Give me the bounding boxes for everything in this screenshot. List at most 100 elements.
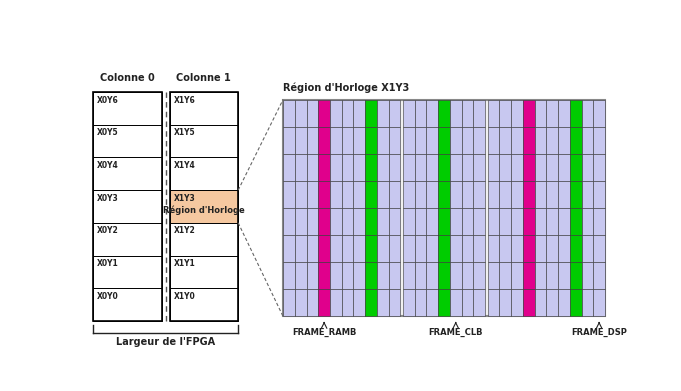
Bar	[546, 289, 558, 316]
Bar	[473, 127, 485, 154]
Bar	[558, 127, 570, 154]
Bar	[570, 127, 582, 154]
Bar	[403, 181, 415, 208]
Bar	[570, 100, 582, 127]
Bar	[438, 100, 450, 127]
Bar	[426, 154, 438, 181]
Bar	[283, 208, 295, 235]
Bar	[403, 262, 415, 289]
Bar	[582, 289, 593, 316]
Bar	[283, 100, 295, 127]
Bar	[570, 208, 582, 235]
Bar	[593, 154, 605, 181]
Bar	[523, 181, 535, 208]
Bar	[462, 235, 473, 262]
Bar	[365, 208, 377, 235]
Text: X1Y3: X1Y3	[174, 194, 195, 203]
Bar	[93, 223, 161, 256]
Bar	[426, 235, 438, 262]
Bar	[450, 181, 462, 208]
Bar	[377, 289, 389, 316]
Bar	[593, 289, 605, 316]
Bar	[450, 208, 462, 235]
Bar	[403, 235, 415, 262]
Bar	[342, 127, 353, 154]
Bar	[365, 181, 377, 208]
Bar	[438, 235, 450, 262]
Bar	[93, 92, 161, 125]
Bar	[511, 154, 523, 181]
Bar	[403, 154, 415, 181]
Bar	[462, 100, 473, 127]
Bar	[488, 289, 499, 316]
Bar	[318, 181, 330, 208]
Bar	[342, 289, 353, 316]
Bar	[389, 127, 400, 154]
Bar	[93, 92, 161, 321]
Bar	[353, 208, 365, 235]
Bar	[283, 289, 295, 316]
Bar	[342, 235, 353, 262]
Bar	[462, 262, 473, 289]
Bar	[523, 208, 535, 235]
Bar	[511, 235, 523, 262]
Bar	[462, 289, 473, 316]
Bar	[389, 235, 400, 262]
Bar	[426, 208, 438, 235]
Bar	[462, 208, 473, 235]
Bar	[93, 256, 161, 288]
Text: Colonne 1: Colonne 1	[176, 73, 232, 83]
Text: X1Y5: X1Y5	[174, 128, 195, 137]
Bar	[511, 262, 523, 289]
Text: Région d'Horloge X1Y3: Région d'Horloge X1Y3	[283, 83, 409, 93]
Bar	[353, 154, 365, 181]
Bar	[499, 181, 511, 208]
Bar	[389, 289, 400, 316]
Bar	[438, 289, 450, 316]
Text: X0Y2: X0Y2	[97, 226, 119, 235]
Bar	[415, 289, 426, 316]
Text: X0Y5: X0Y5	[97, 128, 119, 137]
Bar	[488, 235, 499, 262]
Bar	[415, 154, 426, 181]
Bar	[488, 154, 499, 181]
Bar	[558, 235, 570, 262]
Bar	[318, 127, 330, 154]
Bar	[295, 154, 306, 181]
Bar	[511, 127, 523, 154]
Bar	[342, 154, 353, 181]
Bar	[582, 235, 593, 262]
Bar	[283, 127, 295, 154]
Bar	[473, 262, 485, 289]
Bar	[170, 223, 238, 256]
Bar	[499, 100, 511, 127]
Bar	[318, 100, 330, 127]
Bar	[535, 181, 546, 208]
Bar	[593, 262, 605, 289]
Bar	[342, 262, 353, 289]
Bar	[438, 154, 450, 181]
Bar	[295, 262, 306, 289]
Bar	[295, 100, 306, 127]
Bar	[499, 208, 511, 235]
Bar	[377, 235, 389, 262]
Bar	[283, 154, 295, 181]
Bar	[330, 289, 342, 316]
Bar	[523, 127, 535, 154]
Bar	[365, 289, 377, 316]
Bar	[93, 158, 161, 190]
Bar	[473, 100, 485, 127]
Bar	[546, 100, 558, 127]
Bar	[389, 262, 400, 289]
Bar	[365, 154, 377, 181]
Bar	[450, 262, 462, 289]
Bar	[353, 262, 365, 289]
Bar	[535, 289, 546, 316]
Bar	[593, 100, 605, 127]
Bar	[488, 181, 499, 208]
Bar	[330, 100, 342, 127]
Bar	[558, 289, 570, 316]
Bar	[295, 127, 306, 154]
Bar	[593, 181, 605, 208]
Bar	[488, 127, 499, 154]
